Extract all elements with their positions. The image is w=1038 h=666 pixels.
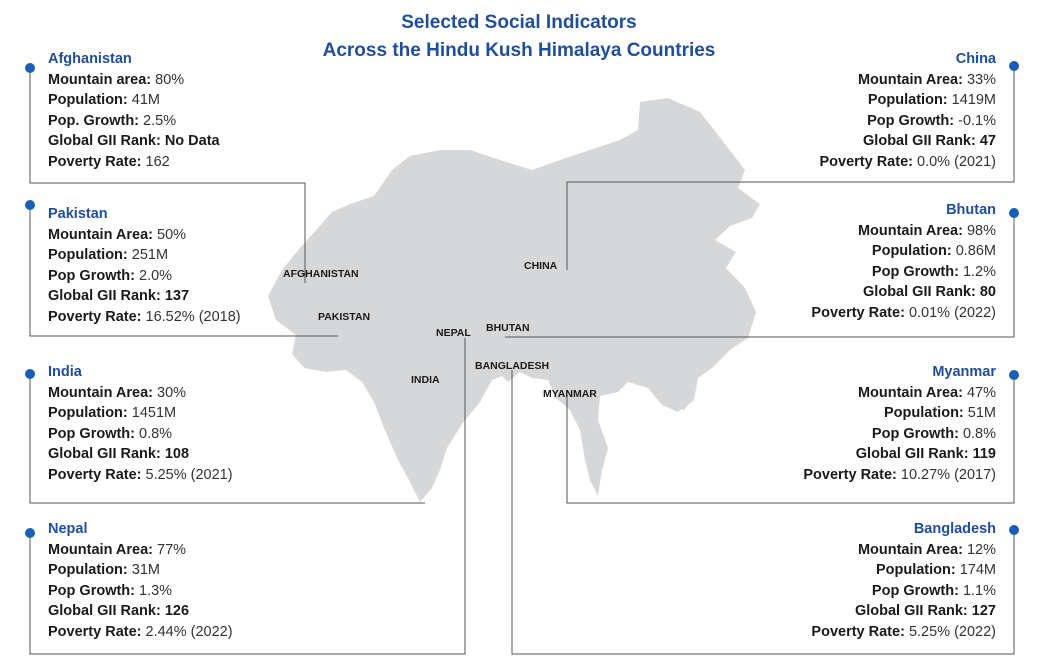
stat-population: Population: 1419M	[867, 92, 996, 108]
stat-gii-rank: Global GII Rank: 126	[48, 603, 190, 619]
stat-poverty-rate: Poverty Rate: 162	[48, 153, 170, 170]
stat-gii-rank: Global GII Rank: 47	[863, 133, 996, 149]
country-name: Bhutan	[946, 202, 996, 218]
stat-poverty-rate: Poverty Rate: 16.52% (2018)	[48, 308, 241, 325]
stat-mountain-area: Mountain Area: 47%	[857, 384, 996, 401]
map-label-nepal: NEPAL	[436, 327, 471, 339]
map-label-bhutan: BHUTAN	[486, 322, 530, 334]
stat-poverty-rate: Poverty Rate: 5.25% (2021)	[48, 466, 233, 483]
panel-pakistan: Pakistan Mountain Area: 50% Population: …	[48, 204, 241, 327]
stat-poverty-rate: Poverty Rate: 0.01% (2022)	[811, 304, 996, 321]
leader-line-india	[29, 378, 425, 504]
leader-line-afghanistan	[29, 68, 306, 283]
landmass-shape	[268, 98, 760, 502]
map-label-afghanistan: AFGHANISTAN	[283, 268, 359, 280]
panel-bhutan: Bhutan Mountain Area: 98% Population: 0.…	[811, 200, 996, 323]
stat-gii-rank: Global GII Rank: 127	[854, 603, 996, 619]
stat-mountain-area: Mountain Area: 77%	[48, 541, 187, 558]
country-name: China	[955, 51, 996, 67]
leader-line-nepal	[29, 338, 466, 655]
leader-line-myanmar	[566, 378, 1015, 504]
leader-line-bangladesh	[511, 370, 1015, 655]
stat-gii-rank: Global GII Rank: No Data	[48, 133, 220, 149]
stat-pop-growth: Pop Growth: 0.8%	[48, 425, 173, 442]
stat-pop-growth: Pop Growth: 1.3%	[48, 582, 173, 599]
map-label-myanmar: MYANMAR	[543, 388, 597, 400]
map-label-bangladesh: BANGLADESH	[475, 360, 549, 372]
dot-pakistan	[25, 200, 35, 210]
leader-line-pakistan	[29, 205, 338, 337]
country-name: Bangladesh	[913, 521, 996, 537]
leader-line-bhutan	[505, 216, 1015, 338]
dot-bhutan	[1009, 208, 1019, 218]
stat-pop-growth: Pop Growth: 2.0%	[48, 267, 173, 284]
stat-population: Population: 1451M	[48, 405, 177, 421]
stat-pop-growth: Pop Growth: 1.1%	[871, 582, 996, 599]
stat-poverty-rate: Poverty Rate: 10.27% (2017)	[803, 466, 996, 483]
stat-mountain-area: Mountain Area: 50%	[48, 226, 187, 243]
panel-myanmar: Myanmar Mountain Area: 47% Population: 5…	[803, 362, 996, 485]
stat-poverty-rate: Poverty Rate: 2.44% (2022)	[48, 623, 233, 640]
stat-mountain-area: Mountain Area: 30%	[48, 384, 187, 401]
leader-lines	[29, 68, 1015, 655]
stat-gii-rank: Global GII Rank: 108	[48, 446, 190, 462]
stat-gii-rank: Global GII Rank: 119	[855, 446, 996, 462]
stat-mountain-area: Mountain Area: 98%	[857, 222, 996, 239]
stat-pop-growth: Pop Growth: -0.1%	[867, 112, 996, 129]
panel-nepal: Nepal Mountain Area: 77% Population: 31M…	[48, 519, 233, 642]
stat-mountain-area: Mountain area: 80%	[48, 71, 185, 88]
panel-afghanistan: Afghanistan Mountain area: 80% Populatio…	[48, 49, 220, 172]
dot-myanmar	[1009, 370, 1019, 380]
stat-pop-growth: Pop Growth: 1.2%	[871, 263, 996, 280]
dot-china	[1009, 61, 1019, 71]
stat-population: Population: 174M	[875, 562, 996, 578]
map-title-line-2: Across the Hindu Kush Himalaya Countries	[322, 40, 716, 61]
stat-population: Population: 31M	[48, 562, 160, 578]
stat-pop-growth: Pop. Growth: 2.5%	[48, 112, 177, 129]
dot-afghanistan	[25, 63, 35, 73]
stat-population: Population: 51M	[884, 405, 996, 421]
marker-dots	[25, 61, 1019, 538]
stat-population: Population: 251M	[48, 247, 169, 263]
dot-india	[25, 369, 35, 379]
stat-population: Population: 41M	[48, 92, 160, 108]
stat-mountain-area: Mountain Area: 33%	[857, 71, 996, 88]
map-title-line-1: Selected Social Indicators	[401, 12, 637, 33]
country-name: Afghanistan	[48, 51, 132, 67]
stat-poverty-rate: Poverty Rate: 0.0% (2021)	[819, 153, 996, 170]
panel-india: India Mountain Area: 30% Population: 145…	[48, 362, 233, 485]
map-label-china: CHINA	[524, 260, 558, 272]
stat-gii-rank: Global GII Rank: 80	[863, 284, 996, 300]
island-shape	[676, 390, 692, 410]
country-name: Myanmar	[932, 364, 996, 380]
panel-china: China Mountain Area: 33% Population: 141…	[819, 49, 996, 172]
dot-nepal	[25, 528, 35, 538]
panel-bangladesh: Bangladesh Mountain Area: 12% Population…	[811, 519, 996, 642]
country-name: Nepal	[48, 521, 88, 537]
stat-poverty-rate: Poverty Rate: 5.25% (2022)	[811, 623, 996, 640]
dot-bangladesh	[1009, 525, 1019, 535]
country-name: India	[48, 364, 82, 380]
map-label-pakistan: PAKISTAN	[318, 311, 370, 323]
country-name: Pakistan	[48, 206, 108, 222]
leader-line-china	[566, 68, 1015, 270]
map-label-india: INDIA	[411, 374, 440, 386]
stat-mountain-area: Mountain Area: 12%	[857, 541, 996, 558]
stat-population: Population: 0.86M	[871, 243, 996, 259]
stat-pop-growth: Pop Growth: 0.8%	[871, 425, 996, 442]
stat-gii-rank: Global GII Rank: 137	[48, 288, 190, 304]
